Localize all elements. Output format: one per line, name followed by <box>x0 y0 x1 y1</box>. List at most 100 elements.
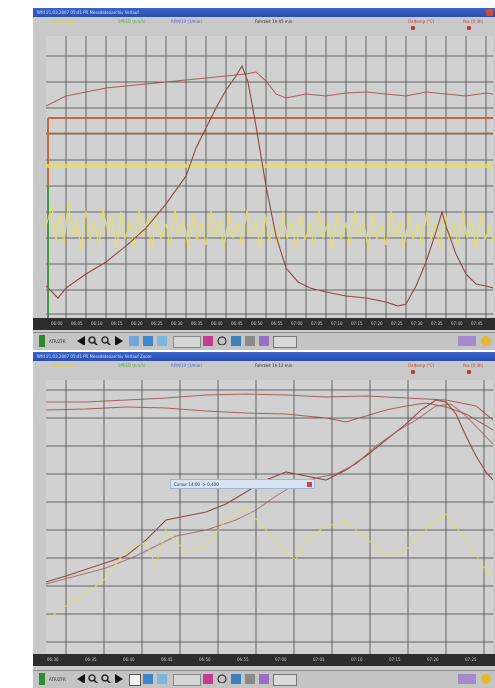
channel-position[interactable]: Pos (0-3h) <box>463 363 484 368</box>
toolbar-label: ATR/ZFR <box>49 677 66 682</box>
elapsed-time: Fahrzeit 1h 45 min <box>255 19 293 24</box>
channel-position[interactable]: Pos (0-3h) <box>463 19 484 24</box>
x-tick: 07:25 <box>391 321 403 326</box>
x-tick: 06:40 <box>211 321 223 326</box>
settings-icon[interactable] <box>245 336 255 346</box>
zoom-in-icon[interactable] <box>88 674 98 683</box>
window-title: Wfd 21.03.2007 05:41 PR Messdatenarchiv … <box>37 354 152 359</box>
color-tool-icon[interactable] <box>203 336 213 346</box>
copy-tool-icon[interactable] <box>157 674 167 684</box>
x-tick: 07:15 <box>389 657 401 662</box>
trend-window-overview: Wfd 21.03.2007 05:41 PR Messdatenarchiv … <box>33 8 495 350</box>
brake-trace <box>46 507 493 621</box>
scroll-right-icon[interactable] <box>115 336 123 345</box>
options-button[interactable] <box>458 336 476 346</box>
x-tick: 07:45 <box>471 321 483 326</box>
clock-icon[interactable] <box>217 336 227 345</box>
zoom-in-icon[interactable] <box>88 336 98 345</box>
speed-trace <box>46 399 493 583</box>
help-icon[interactable] <box>481 674 491 684</box>
x-tick: 06:10 <box>91 321 103 326</box>
window-titlebar[interactable]: Wfd 21.03.2007 05:41 PR Messdatenarchiv … <box>33 352 495 361</box>
trend-toolbar: ATR/ZFR <box>33 332 495 350</box>
color-tool-icon[interactable] <box>203 674 213 684</box>
x-tick: 07:10 <box>331 321 343 326</box>
x-tick: 06:55 <box>271 321 283 326</box>
trend-toolbar: ATR/ZFR <box>33 670 495 688</box>
x-tick: 06:35 <box>191 321 203 326</box>
x-tick: 06:15 <box>111 321 123 326</box>
grid-lines <box>46 380 493 654</box>
channel-legend: BRAKE (bar) SPEED (km/h) RPM/10 (1/min) … <box>33 18 495 34</box>
x-tick: 06:55 <box>237 657 249 662</box>
value-display <box>273 674 297 686</box>
cursor-readout-text: Cursor 14:00 -> 0.400 <box>174 482 219 487</box>
oiltemp-trace <box>46 393 493 421</box>
zoom-out-icon[interactable] <box>101 336 111 345</box>
close-icon[interactable] <box>486 9 493 16</box>
trend-plot-svg <box>46 380 493 654</box>
x-tick: 06:45 <box>231 321 243 326</box>
x-tick: 06:00 <box>51 321 63 326</box>
interval-field[interactable] <box>173 674 201 686</box>
channel-oiltemp[interactable]: Oeltemp (°C) <box>408 363 435 368</box>
export-icon[interactable] <box>231 674 241 684</box>
oiltemp-marker-icon <box>411 26 415 30</box>
x-tick: 07:00 <box>275 657 287 662</box>
channel-speed[interactable]: SPEED (km/h) <box>118 363 146 368</box>
scroll-right-icon[interactable] <box>115 674 123 683</box>
x-tick: 06:25 <box>151 321 163 326</box>
print-icon[interactable] <box>259 674 269 684</box>
x-tick: 07:20 <box>371 321 383 326</box>
print-icon[interactable] <box>259 336 269 346</box>
x-tick: 06:30 <box>47 657 59 662</box>
channel-oiltemp[interactable]: Oeltemp (°C) <box>408 19 435 24</box>
channel-rpm[interactable]: RPM/10 (1/min) <box>171 363 202 368</box>
x-tick: 06:50 <box>251 321 263 326</box>
run-icon[interactable] <box>39 335 45 347</box>
copy-tool-icon[interactable] <box>157 336 167 346</box>
x-tick: 07:10 <box>351 657 363 662</box>
cursor-tool-icon[interactable] <box>129 336 139 346</box>
position-trace <box>46 402 493 431</box>
x-tick: 07:25 <box>465 657 477 662</box>
clock-icon[interactable] <box>217 674 227 683</box>
time-axis: 06:00 06:05 06:10 06:15 06:20 06:25 06:3… <box>33 318 495 330</box>
channel-speed[interactable]: SPEED (km/h) <box>118 19 146 24</box>
x-tick: 07:15 <box>351 321 363 326</box>
trend-plot-area[interactable]: Cursor 14:00 -> 0.400 <box>46 380 493 654</box>
brake-trace <box>46 200 493 252</box>
scroll-left-icon[interactable] <box>77 336 85 345</box>
x-tick: 06:40 <box>123 657 135 662</box>
time-axis: 06:30 06:35 06:40 06:45 06:50 06:55 07:0… <box>33 654 495 666</box>
oiltemp-trace <box>46 71 493 107</box>
value-display <box>273 336 297 348</box>
channel-brake[interactable]: BRAKE (bar) <box>51 19 76 24</box>
run-icon[interactable] <box>39 673 45 685</box>
window-title: Wfd 21.03.2007 05:41 PR Messdatenarchiv … <box>37 10 139 15</box>
trend-plot-area[interactable] <box>46 36 493 318</box>
trend-plot-svg <box>46 36 493 318</box>
scroll-left-icon[interactable] <box>77 674 85 683</box>
speed-trace <box>46 64 493 307</box>
range-tool-icon[interactable] <box>143 674 153 684</box>
x-tick: 07:05 <box>311 321 323 326</box>
settings-icon[interactable] <box>245 674 255 684</box>
page-icon[interactable] <box>129 674 141 686</box>
export-icon[interactable] <box>231 336 241 346</box>
x-tick: 06:20 <box>131 321 143 326</box>
position-marker-icon <box>467 370 471 374</box>
close-readout-icon[interactable] <box>307 482 312 487</box>
options-button[interactable] <box>458 674 476 684</box>
cursor-readout[interactable]: Cursor 14:00 -> 0.400 <box>170 479 315 489</box>
x-tick: 07:20 <box>427 657 439 662</box>
zoom-out-icon[interactable] <box>101 674 111 683</box>
interval-field[interactable] <box>173 336 201 348</box>
range-tool-icon[interactable] <box>143 336 153 346</box>
window-titlebar[interactable]: Wfd 21.03.2007 05:41 PR Messdatenarchiv … <box>33 8 495 17</box>
channel-rpm[interactable]: RPM/10 (1/min) <box>171 19 202 24</box>
x-tick: 07:35 <box>431 321 443 326</box>
x-tick: 07:30 <box>411 321 423 326</box>
channel-brake[interactable]: BRAKE (bar) <box>51 363 76 368</box>
help-icon[interactable] <box>481 336 491 346</box>
